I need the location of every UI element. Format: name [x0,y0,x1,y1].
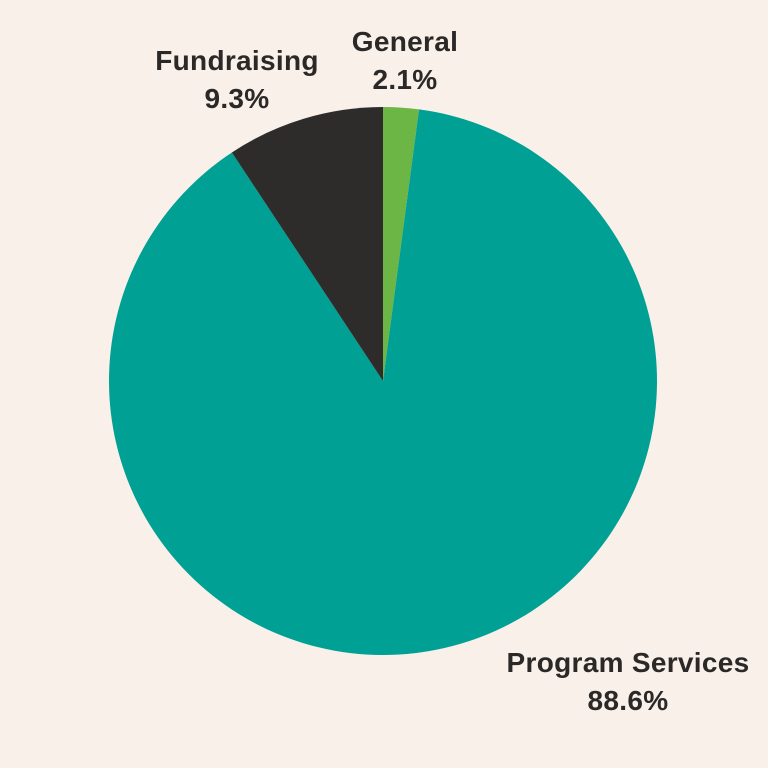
slice-label-fundraising-name: Fundraising [155,45,319,76]
pie-slice-program-services [109,109,658,655]
slice-label-general-name: General [351,26,459,57]
slice-label-general: General 2.1% [352,23,458,99]
slice-label-general-percent: 2.1% [372,64,438,95]
slice-label-program-services-percent: 88.6% [587,685,669,716]
pie-slice-general [383,107,420,381]
slice-label-program-services: Program Services 88.6% [507,644,750,720]
slice-label-program-services-name: Program Services [506,647,750,678]
pie-slice-fundraising [231,107,383,381]
slice-label-fundraising-percent: 9.3% [204,83,270,114]
slice-label-fundraising: Fundraising 9.3% [155,42,319,118]
